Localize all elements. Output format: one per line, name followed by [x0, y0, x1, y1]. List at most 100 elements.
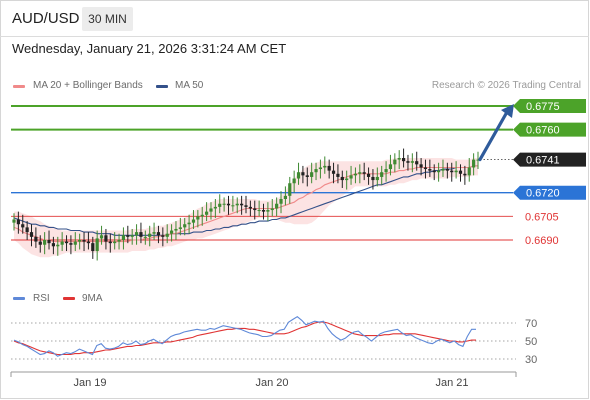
x-tick-label-2: Jan 21 [435, 377, 468, 389]
candle-body [117, 240, 121, 242]
candle-body [244, 205, 248, 207]
candle-body [126, 235, 130, 237]
price-tag-1 [513, 122, 586, 137]
candle-body [261, 210, 266, 212]
candle-body [161, 235, 165, 237]
candle-body [296, 172, 301, 179]
candle-body [148, 233, 152, 237]
price-tag-label-2: 0.6741 [526, 155, 560, 167]
candle-body [95, 238, 99, 252]
ma9-legend-swatch [63, 297, 75, 300]
candle-body [86, 241, 91, 244]
candle-body [375, 176, 379, 181]
candle-body [218, 203, 222, 207]
candle-body [191, 219, 196, 223]
candle-body [450, 170, 454, 173]
rsi-tick-label-2: 30 [525, 354, 537, 366]
candle-body [423, 167, 428, 170]
candle-body [222, 203, 226, 205]
x-tick-label-0: Jan 19 [73, 377, 106, 389]
candle-body [226, 203, 231, 206]
candle-body [353, 173, 358, 176]
price-tag-2 [513, 152, 586, 167]
rsi-legend-swatch [13, 297, 25, 300]
candle-body [231, 205, 235, 207]
candle-body [56, 244, 60, 247]
candle-body [345, 178, 349, 181]
candle-body [47, 240, 51, 244]
candle-body [121, 235, 126, 240]
rsi-tick-label-0: 70 [525, 318, 537, 330]
candle-body [275, 203, 279, 209]
candle-body [104, 235, 108, 242]
timeframe-badge[interactable]: 30 MIN [82, 7, 133, 31]
candle-body [301, 172, 305, 176]
candle-body [209, 208, 213, 212]
candle-body [410, 161, 414, 163]
candle-body [16, 219, 20, 225]
candle-body [428, 169, 432, 171]
candle-body [43, 240, 47, 245]
candle-body [248, 206, 252, 209]
candle-body [384, 169, 388, 173]
candle-body [362, 172, 366, 174]
candle-body [336, 173, 340, 177]
ma9-legend-label: 9MA [82, 293, 103, 304]
candle-body [139, 232, 143, 237]
forecast-arrow-head [501, 104, 514, 118]
candle-body [406, 161, 410, 163]
title-divider [0, 36, 589, 37]
candle-body [205, 211, 209, 215]
candle-body [401, 158, 406, 162]
candle-body [458, 170, 463, 174]
price-tag-label-1: 0.6760 [526, 125, 560, 137]
candle-body [445, 169, 449, 171]
x-tick-label-1: Jan 20 [255, 377, 288, 389]
price-tag-3 [513, 185, 586, 200]
candle-body [310, 172, 314, 177]
candle-body [358, 172, 362, 174]
candle-body [323, 165, 327, 168]
candle-body [60, 241, 64, 245]
candle-body [415, 161, 419, 165]
candle-body [69, 243, 73, 245]
ma20-legend-swatch [13, 85, 25, 88]
candle-body [388, 164, 393, 170]
candle-body [270, 208, 274, 211]
rsi-legend-label: RSI [33, 293, 50, 304]
datetime-label: Wednesday, January 21, 2026 3:31:24 AM C… [12, 41, 287, 56]
price-label-4: 0.6705 [525, 211, 559, 223]
candle-body [183, 224, 187, 228]
candle-body [78, 240, 82, 242]
candle-body [213, 206, 217, 209]
candle-body [130, 235, 134, 237]
price-tag-label-3: 0.6720 [526, 188, 560, 200]
ma20-legend-label: MA 20 + Bollinger Bands [33, 80, 143, 91]
candle-body [327, 165, 331, 171]
candle-body [318, 167, 323, 170]
rsi-ma9-line [13, 321, 476, 356]
candle-body [113, 241, 117, 244]
candle-body [169, 230, 174, 234]
candle-body [340, 176, 344, 181]
candle-body [178, 227, 182, 229]
candle-body [200, 214, 204, 217]
rsi-line [13, 316, 476, 357]
candle-body [454, 170, 458, 173]
candle-body [437, 170, 441, 173]
candle-body [463, 173, 467, 176]
candle-body [196, 216, 200, 220]
candle-body [314, 169, 318, 173]
candle-body [156, 232, 161, 236]
candle-body [240, 203, 244, 206]
candle-body [174, 228, 178, 231]
candle-body [165, 233, 169, 237]
candle-body [99, 235, 104, 239]
candle-body [64, 241, 69, 244]
rsi-tick-label-1: 50 [525, 336, 537, 348]
ma50-line [13, 165, 478, 236]
candle-body [279, 199, 283, 204]
candle-body [51, 243, 55, 247]
